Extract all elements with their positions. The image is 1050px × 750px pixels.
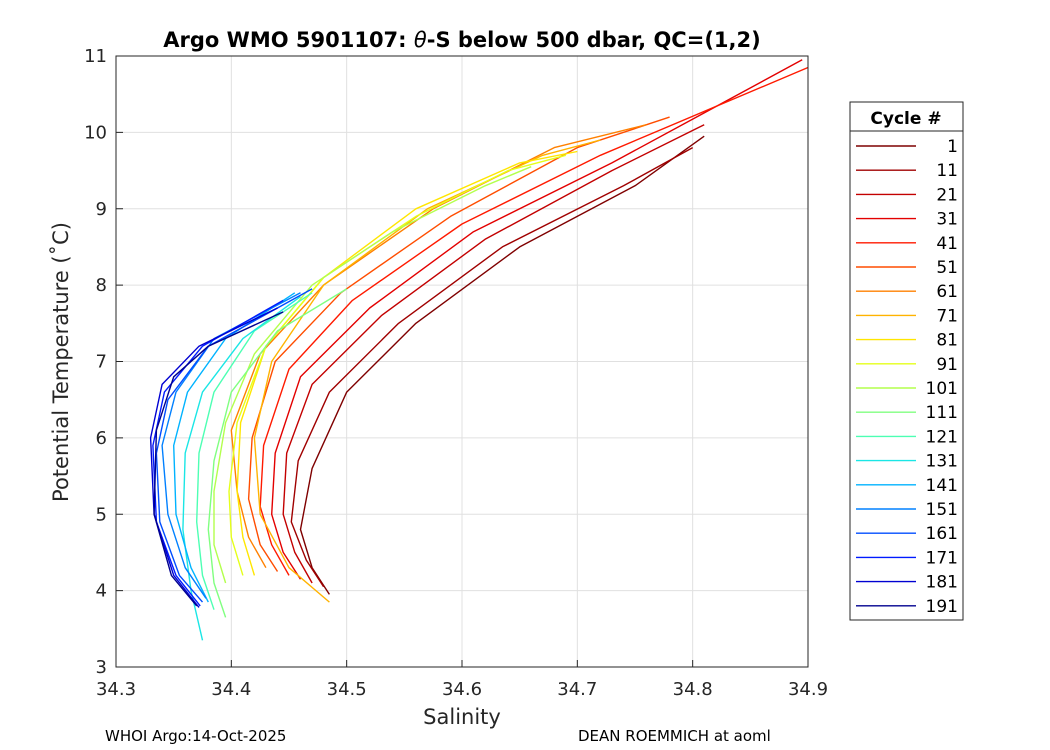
y-axis-label: Potential Temperature (˚C) xyxy=(49,222,73,502)
x-tick-label: 34.4 xyxy=(211,679,251,700)
legend-label: 21 xyxy=(936,185,958,205)
legend-label: 81 xyxy=(936,331,958,351)
y-tick-label: 3 xyxy=(96,657,107,678)
y-tick-label: 7 xyxy=(96,352,107,373)
chart-title: Argo WMO 5901107: θ-S below 500 dbar, QC… xyxy=(163,28,760,52)
y-tick-label: 8 xyxy=(96,275,107,296)
series-line-cycle-171 xyxy=(152,299,284,607)
legend-label: 1 xyxy=(947,137,958,157)
legend-label: 131 xyxy=(926,452,958,472)
y-tick-label: 11 xyxy=(84,46,107,67)
legend-label: 51 xyxy=(936,258,958,278)
y-tick-label: 6 xyxy=(96,428,107,449)
legend-title: Cycle # xyxy=(870,109,941,129)
series-line-cycle-181 xyxy=(149,307,278,608)
legend-label: 91 xyxy=(936,355,958,375)
legend-label: 71 xyxy=(936,306,958,326)
x-tick-label: 34.8 xyxy=(673,679,713,700)
series-line-cycle-11 xyxy=(290,146,694,588)
x-tick-label: 34.3 xyxy=(96,679,136,700)
series-line-cycle-131 xyxy=(182,296,301,641)
legend-label: 121 xyxy=(926,427,958,447)
x-tick-label: 34.6 xyxy=(442,679,482,700)
x-tick-label: 34.7 xyxy=(557,679,597,700)
footer-left: WHOI Argo:14-Oct-2025 xyxy=(105,727,286,745)
series-line-cycle-1 xyxy=(299,135,705,595)
legend-label: 11 xyxy=(936,161,958,181)
y-axis-ticks: 3 4 5 6 7 8 9 10 11 xyxy=(84,46,123,678)
legend-label: 141 xyxy=(926,476,958,496)
series-line-cycle-111 xyxy=(207,288,348,618)
legend-label: 41 xyxy=(936,234,958,254)
legend: Cycle # 11121314151617181911011111211311… xyxy=(849,101,964,621)
legend-label: 31 xyxy=(936,210,958,230)
footer-right: DEAN ROEMMICH at aoml xyxy=(578,727,771,745)
x-axis-label: Salinity xyxy=(423,705,501,729)
legend-label: 161 xyxy=(926,524,958,544)
x-tick-label: 34.9 xyxy=(788,679,828,700)
series-line-cycle-41 xyxy=(259,66,809,576)
legend-label: 181 xyxy=(926,573,958,593)
series-line-cycle-31 xyxy=(271,59,803,580)
series-line-cycle-191 xyxy=(153,311,284,607)
x-axis-ticks: 34.3 34.4 34.5 34.6 34.7 34.8 34.9 xyxy=(96,660,828,700)
legend-label: 61 xyxy=(936,282,958,302)
legend-entries: 1112131415161718191101111121131141151161… xyxy=(856,137,958,617)
y-tick-label: 5 xyxy=(96,504,107,525)
x-tick-label: 34.5 xyxy=(327,679,367,700)
legend-label: 191 xyxy=(926,597,958,617)
y-tick-label: 4 xyxy=(96,581,107,602)
y-tick-label: 10 xyxy=(84,122,107,143)
y-tick-label: 9 xyxy=(96,199,107,220)
legend-label: 111 xyxy=(926,403,958,423)
series-line-cycle-101 xyxy=(213,166,532,584)
series-line-cycle-21 xyxy=(282,124,705,584)
data-series xyxy=(149,59,809,641)
series-line-cycle-51 xyxy=(247,116,670,572)
legend-label: 151 xyxy=(926,500,958,520)
legend-label: 171 xyxy=(926,548,958,568)
legend-label: 101 xyxy=(926,379,958,399)
